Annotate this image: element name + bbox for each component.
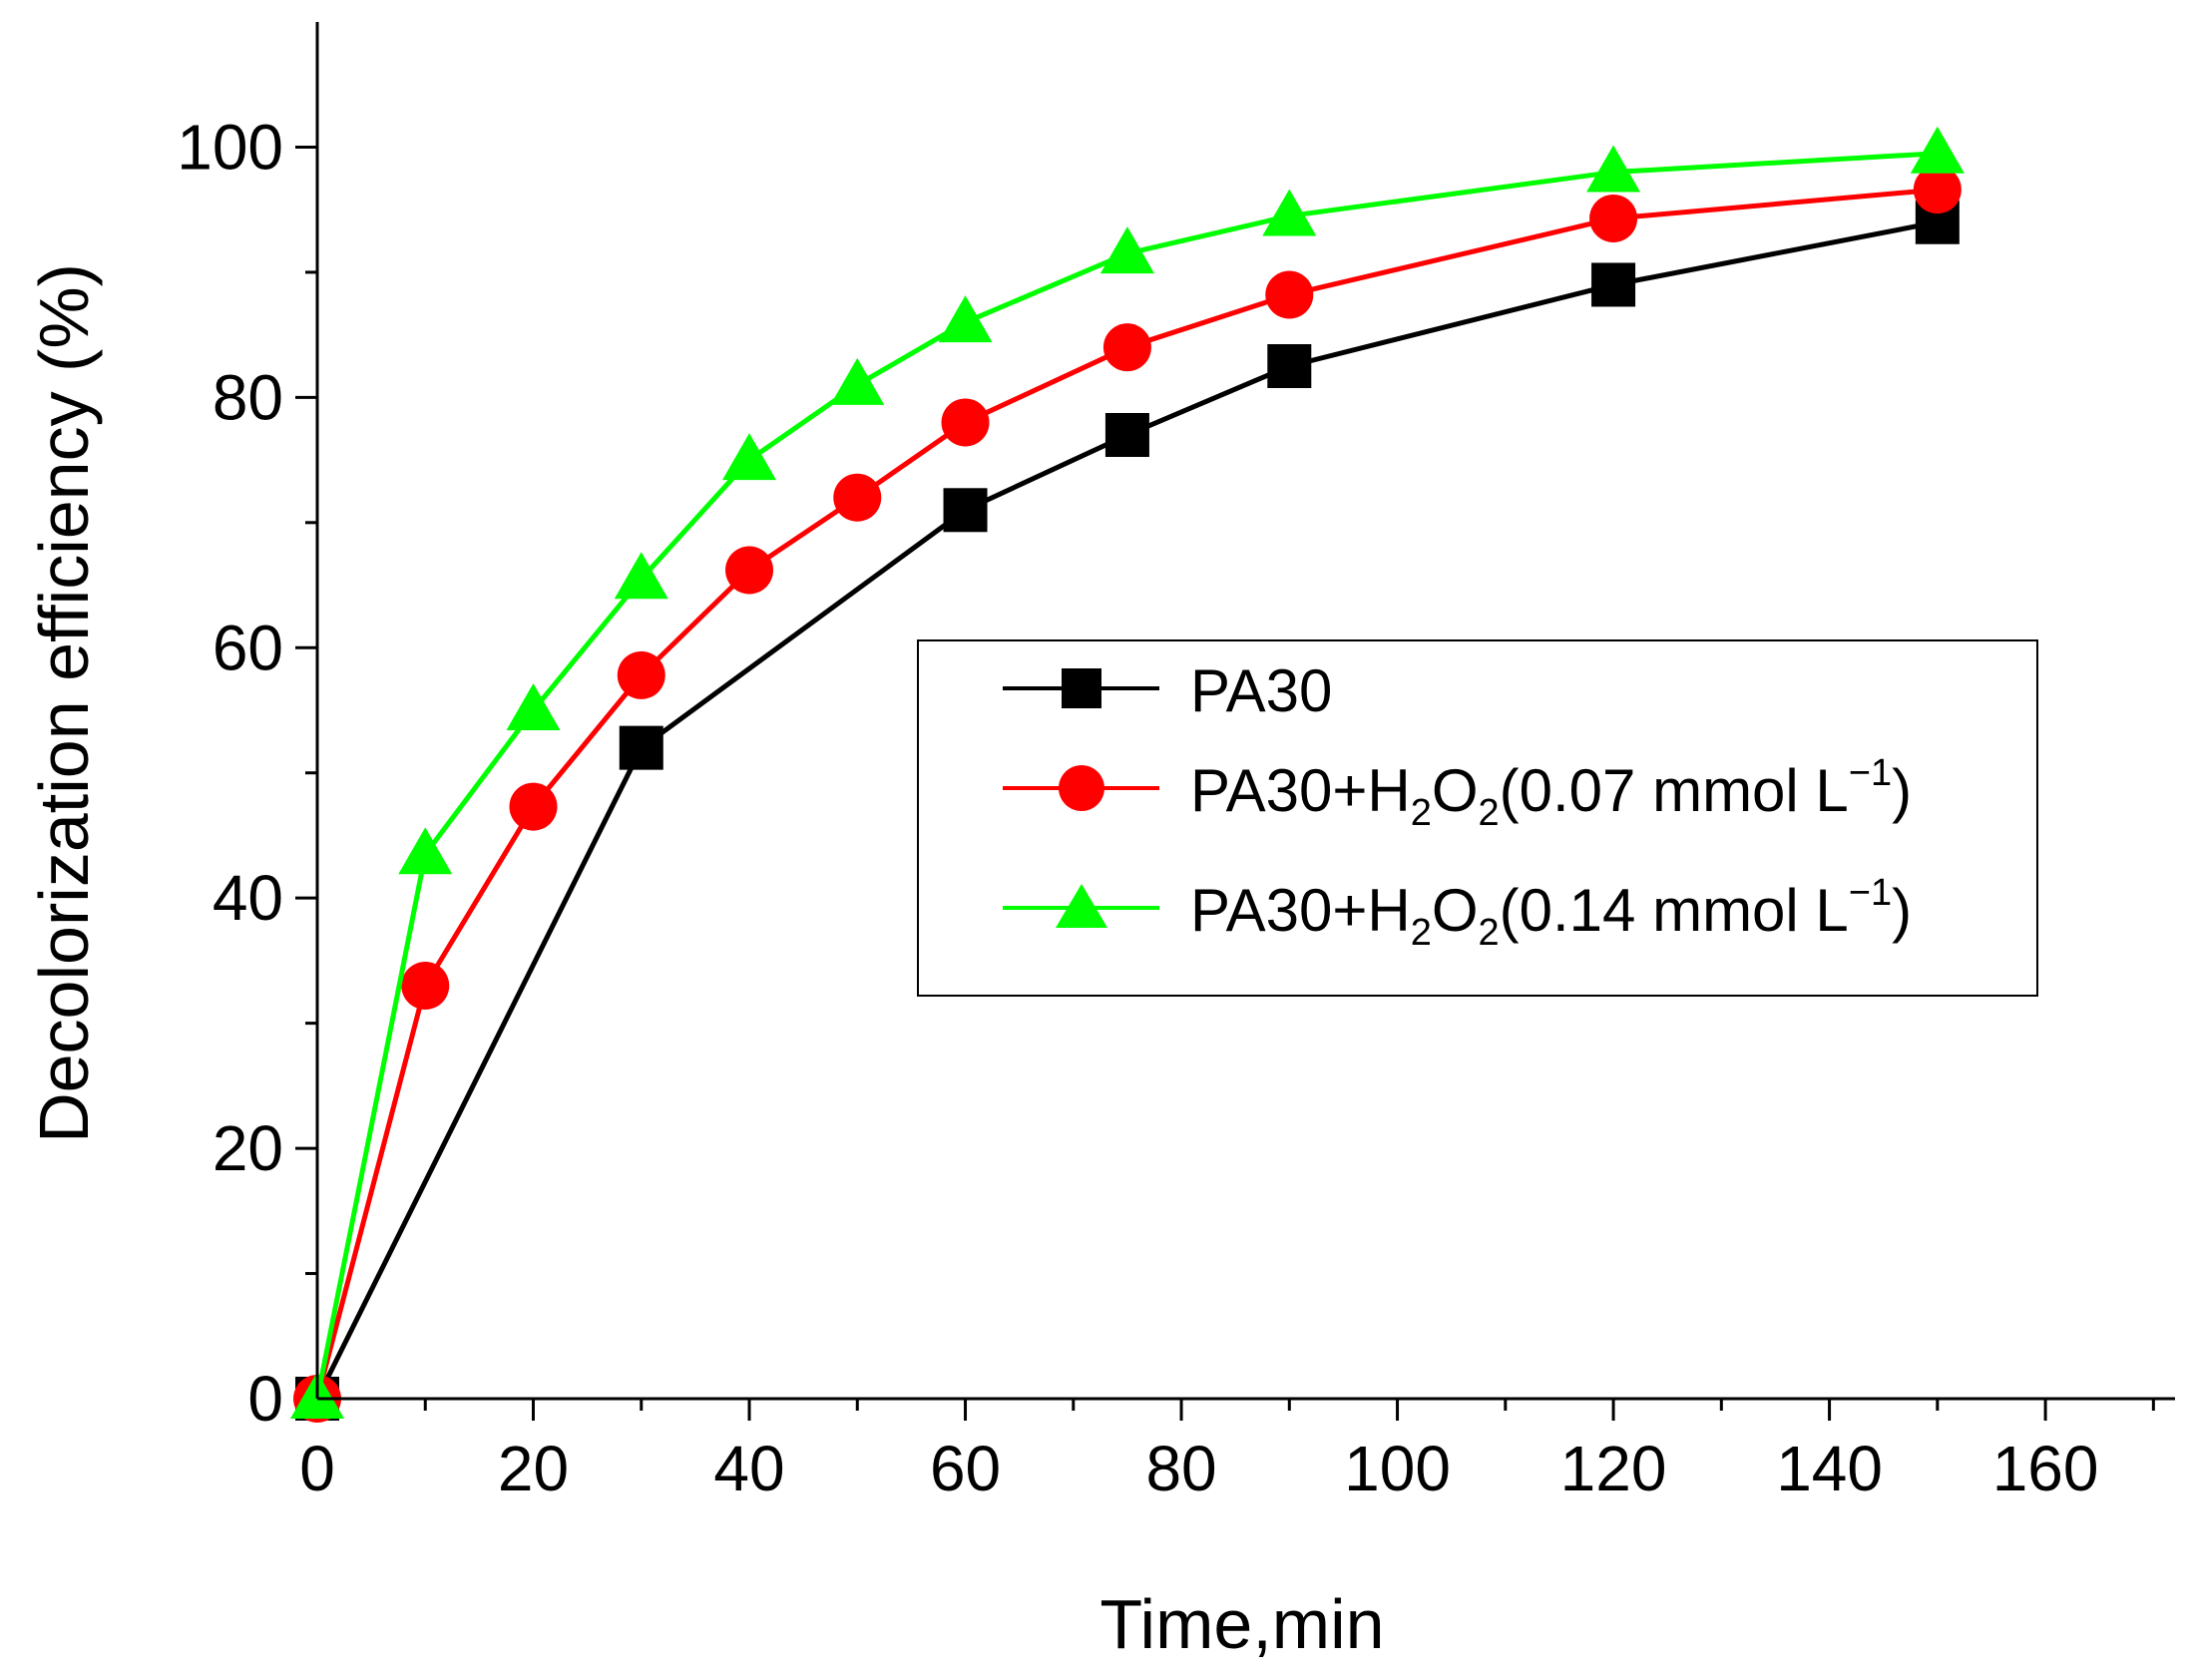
legend-label-pa30: PA30 — [1190, 657, 1332, 724]
data-point-triangle — [722, 433, 777, 481]
y-axis-label: Decolorization efficiency (%) — [25, 263, 103, 1143]
x-axis-label: Time,min — [1099, 1585, 1384, 1663]
legend-entry-pa30-h2o2-014: PA30+H2O2(0.14 mmol L−1) — [1003, 872, 1912, 954]
data-point-circle — [1102, 323, 1151, 372]
tick-layer: 0 20 40 60 80 100 120 140 160 0 20 40 60 80 100 — [177, 111, 2155, 1504]
y-tick-label: 80 — [213, 361, 283, 433]
legend-entry-pa30-h2o2-007: PA30+H2O2(0.07 mmol L−1) — [1003, 752, 1912, 834]
data-point-circle — [1913, 166, 1962, 214]
data-point-circle — [509, 782, 558, 831]
data-point-square — [943, 488, 988, 533]
data-point-square — [1104, 413, 1149, 457]
y-tick-label: 20 — [213, 1112, 283, 1184]
data-point-circle — [1589, 194, 1638, 242]
legend-label-pa30-h2o2-007: PA30+H2O2(0.07 mmol L−1) — [1190, 752, 1912, 834]
series-layer — [290, 126, 1965, 1423]
legend-entry-pa30: PA30 — [1003, 657, 1332, 724]
data-point-square — [1267, 344, 1312, 388]
legend: PA30 PA30+H2O2(0.07 mmol L−1) PA30+H2O2(… — [917, 639, 2038, 997]
x-tick-label: 60 — [930, 1433, 1001, 1504]
data-point-triangle — [938, 295, 993, 343]
data-point-square — [619, 725, 663, 770]
data-point-triangle — [506, 683, 561, 730]
legend-label-pa30-h2o2-014: PA30+H2O2(0.14 mmol L−1) — [1190, 872, 1912, 954]
data-point-triangle — [398, 827, 453, 875]
x-tick-label: 160 — [1992, 1433, 2099, 1504]
data-point-triangle — [830, 357, 885, 405]
data-point-circle — [1265, 270, 1314, 319]
data-point-triangle — [1099, 226, 1154, 274]
x-tick-label: 0 — [299, 1433, 335, 1504]
data-point-circle — [617, 650, 665, 699]
data-point-square — [1591, 262, 1636, 307]
legend-marker-triangle — [1056, 884, 1107, 928]
y-tick-label: 100 — [177, 111, 283, 183]
data-point-triangle — [1586, 145, 1641, 193]
x-tick-label: 140 — [1776, 1433, 1883, 1504]
legend-marker-circle — [1059, 765, 1104, 811]
x-tick-label: 120 — [1560, 1433, 1667, 1504]
y-tick-label: 40 — [213, 862, 283, 934]
legend-box — [917, 639, 2038, 997]
x-tick-label: 100 — [1344, 1433, 1451, 1504]
data-point-circle — [833, 473, 882, 522]
x-tick-label: 40 — [713, 1433, 784, 1504]
data-point-triangle — [614, 552, 668, 600]
data-point-circle — [725, 546, 774, 595]
legend-marker-square — [1062, 668, 1101, 708]
data-point-circle — [401, 962, 450, 1010]
x-tick-label: 80 — [1145, 1433, 1216, 1504]
series-2 — [290, 126, 1965, 1419]
data-point-triangle — [1910, 126, 1965, 174]
x-tick-label: 20 — [498, 1433, 569, 1504]
y-tick-label: 0 — [247, 1363, 283, 1435]
data-point-triangle — [1262, 189, 1317, 236]
y-tick-label: 60 — [213, 612, 283, 683]
data-point-circle — [941, 398, 990, 447]
